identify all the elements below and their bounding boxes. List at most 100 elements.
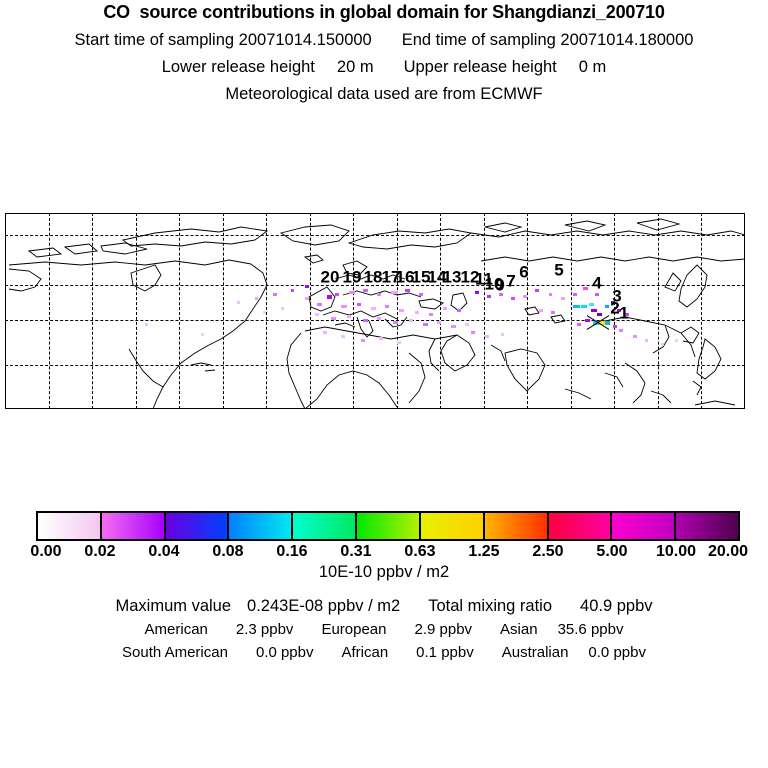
footer-summary-row: Maximum value 0.243E-08 ppbv / m2 Total mi… [0, 597, 768, 616]
concentration-cell [291, 289, 294, 292]
colorbar-segment [293, 513, 358, 539]
concentration-cell [451, 325, 456, 328]
upper-height-label: Upper release height [403, 58, 557, 76]
concentration-cell [361, 339, 365, 342]
start-time-label: Start time of sampling [74, 31, 235, 49]
concentration-cell [573, 305, 580, 308]
concentration-cell [317, 303, 322, 306]
concentration-cell [583, 287, 588, 290]
colorbar-segment [612, 513, 677, 539]
concentration-cell [633, 335, 637, 338]
concentration-cell [539, 309, 543, 312]
gridline-vertical [657, 213, 659, 409]
concentration-cell [581, 305, 587, 308]
concentration-cell [457, 309, 461, 312]
concentration-cell [487, 295, 491, 298]
meteorology-source-line: Meteorological data used are from ECMWF [225, 85, 543, 103]
colorbar-segment [676, 513, 738, 539]
colorbar-segment [357, 513, 421, 539]
concentration-cell [523, 295, 527, 298]
gridline-horizontal [5, 320, 745, 321]
concentration-cell [465, 323, 469, 326]
trajectory-day-label: 7 [506, 271, 516, 291]
region-name: African [341, 644, 389, 661]
concentration-cell [255, 297, 258, 300]
concentration-cell [377, 317, 381, 320]
gridline-horizontal [5, 365, 745, 366]
gridline-vertical [440, 213, 442, 409]
max-value: 0.243E-08 ppbv / m2 [247, 597, 401, 615]
colorbar-tick-label: 0.02 [84, 543, 116, 560]
colorbar-gradient-strip [36, 511, 740, 541]
concentration-cell [605, 321, 610, 325]
sampling-time-line: Start time of sampling 20071014.150000 En… [0, 31, 768, 50]
concentration-cell [611, 301, 615, 304]
end-time-value: 20071014.180000 [560, 31, 694, 49]
concentration-cell [511, 297, 515, 300]
colorbar-tick-labels: 0.00 0.02 0.04 0.08 0.16 0.31 0.63 1.25 2.50 5.00… [0, 543, 768, 563]
colorbar-segment [165, 513, 230, 539]
footer-region-row-2: South American 0.0 ppbv African 0.1 ppbv Aus… [0, 644, 768, 661]
colorbar-tick-label: 5.00 [596, 543, 628, 560]
gridline-vertical [179, 213, 181, 409]
concentration-cell [363, 319, 368, 322]
trajectory-day-label: 6 [519, 262, 529, 282]
concentration-cell [363, 289, 368, 292]
concentration-cell [501, 333, 504, 336]
trajectory-day-label: 5 [554, 260, 564, 280]
concentration-cell [595, 293, 599, 296]
colorbar-segment [420, 513, 485, 539]
map-gridlines [5, 213, 745, 409]
concentration-cell [573, 293, 577, 296]
colorbar-segment [101, 513, 166, 539]
concentration-field [5, 213, 745, 409]
concentration-cell [589, 303, 594, 306]
colorbar-tick-label: 10.00 [655, 543, 697, 560]
concentration-cell [347, 315, 351, 318]
concentration-cell [535, 289, 539, 292]
concentration-cell [675, 339, 678, 342]
concentration-cell [377, 293, 381, 296]
concentration-cell [549, 293, 552, 296]
concentration-cell [437, 321, 441, 324]
concentration-cell [561, 297, 565, 300]
gridline-vertical [135, 213, 137, 409]
concentration-cell [597, 313, 602, 316]
trajectory-day-label: 1 [619, 303, 629, 323]
concentration-cell [419, 293, 423, 296]
colorbar-tick-label: 0.04 [148, 543, 180, 560]
footer-region-row-1: American 2.3 ppbv European 2.9 ppbv Asian 35.… [0, 621, 768, 638]
concentration-cell [577, 323, 581, 326]
trajectory-day-label: 13 [442, 267, 462, 287]
concentration-cell [327, 295, 332, 299]
lower-height-value: 20 m [336, 58, 374, 76]
concentration-cell [341, 305, 347, 308]
concentration-cell [551, 311, 555, 314]
concentration-cell [619, 329, 623, 332]
trajectory-day-label: 12 [460, 267, 480, 287]
gridline-horizontal [5, 235, 745, 236]
concentration-cell [391, 291, 398, 294]
concentration-cell [499, 293, 503, 296]
concentration-cell [471, 331, 475, 334]
concentration-cell [201, 333, 204, 336]
gridline-vertical [92, 213, 94, 409]
page-title: CO source contributions in global domain… [103, 2, 665, 22]
map-frame [5, 213, 745, 409]
concentration-cell [591, 309, 597, 312]
colorbar-segment [229, 513, 294, 539]
colorbar-segment [484, 513, 549, 539]
concentration-cell [323, 331, 327, 334]
concentration-cell [443, 307, 447, 310]
colorbar-tick-label: 20.00 [707, 543, 749, 560]
max-value-label: Maximum value [115, 597, 232, 615]
colorbar-tick-label: 0.00 [30, 543, 62, 560]
region-name: South American [122, 644, 228, 661]
concentration-cell [661, 343, 664, 346]
trajectory-day-label: 17 [381, 267, 401, 287]
trajectory-day-label: 2 [610, 298, 620, 318]
concentration-cell [305, 285, 309, 288]
region-value: 0.1 ppbv [416, 644, 474, 661]
concentration-cell [335, 293, 339, 296]
concentration-cell [399, 309, 404, 312]
